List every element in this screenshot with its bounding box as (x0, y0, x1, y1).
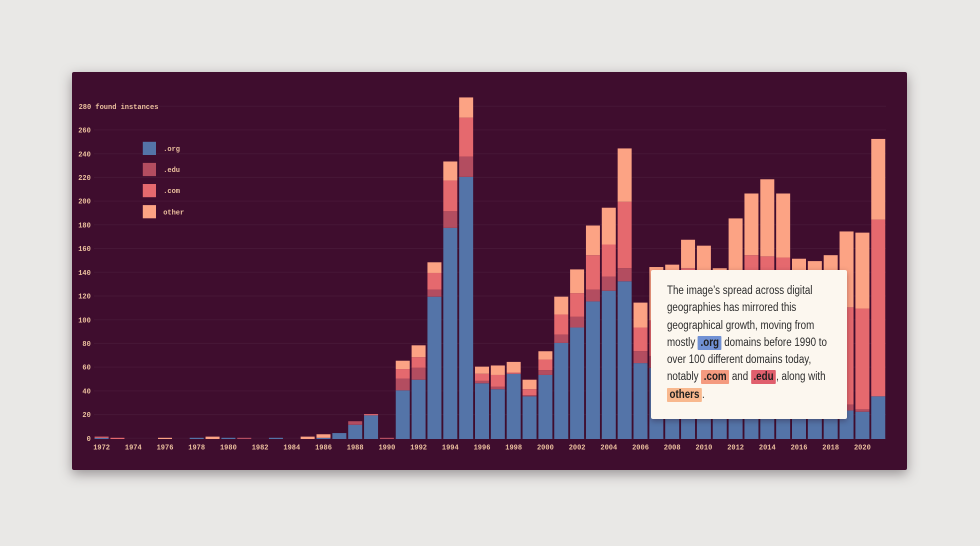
svg-text:2002: 2002 (569, 444, 586, 452)
svg-text:1976: 1976 (157, 444, 174, 452)
svg-text:120: 120 (78, 293, 91, 301)
svg-text:1996: 1996 (474, 444, 491, 452)
svg-text:60: 60 (82, 364, 90, 372)
svg-text:2014: 2014 (759, 444, 776, 452)
svg-text:2004: 2004 (600, 444, 617, 452)
svg-text:1972: 1972 (93, 444, 110, 452)
svg-text:.org: .org (163, 146, 180, 154)
svg-text:80: 80 (82, 341, 90, 349)
svg-text:.com: .com (163, 188, 180, 196)
svg-text:1984: 1984 (283, 444, 300, 452)
svg-text:160: 160 (78, 246, 91, 254)
svg-text:1992: 1992 (410, 444, 427, 452)
svg-text:40: 40 (82, 388, 90, 396)
svg-text:1990: 1990 (378, 444, 395, 452)
svg-text:1988: 1988 (347, 444, 364, 452)
svg-text:.edu: .edu (163, 167, 180, 175)
svg-text:2010: 2010 (695, 444, 712, 452)
svg-text:180: 180 (78, 222, 91, 230)
svg-text:1980: 1980 (220, 444, 237, 452)
svg-text:100: 100 (78, 317, 91, 325)
svg-text:0: 0 (87, 435, 91, 443)
svg-text:2012: 2012 (727, 444, 744, 452)
svg-text:1982: 1982 (252, 444, 269, 452)
svg-text:20: 20 (82, 412, 90, 420)
svg-text:2006: 2006 (632, 444, 649, 452)
svg-text:1998: 1998 (505, 444, 522, 452)
svg-text:1978: 1978 (188, 444, 205, 452)
svg-text:200: 200 (78, 198, 91, 206)
svg-text:1994: 1994 (442, 444, 459, 452)
svg-text:240: 240 (78, 151, 91, 159)
svg-text:1974: 1974 (125, 444, 142, 452)
svg-text:280 found instances: 280 found instances (79, 103, 159, 111)
svg-text:2000: 2000 (537, 444, 554, 452)
svg-text:1986: 1986 (315, 444, 332, 452)
svg-text:2016: 2016 (791, 444, 808, 452)
svg-text:140: 140 (78, 269, 91, 277)
svg-text:260: 260 (78, 127, 91, 135)
svg-text:220: 220 (78, 175, 91, 183)
svg-text:other: other (163, 209, 184, 217)
svg-text:2008: 2008 (664, 444, 681, 452)
svg-text:2018: 2018 (822, 444, 839, 452)
svg-text:2020: 2020 (854, 444, 871, 452)
